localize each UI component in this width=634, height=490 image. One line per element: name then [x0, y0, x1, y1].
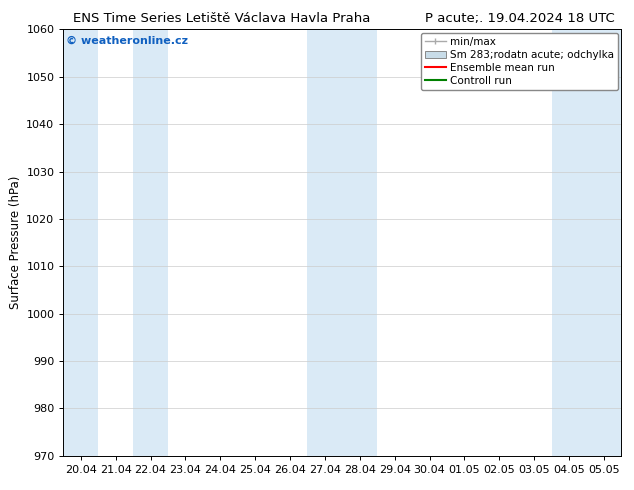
- Legend: min/max, Sm 283;rodatn acute; odchylka, Ensemble mean run, Controll run: min/max, Sm 283;rodatn acute; odchylka, …: [421, 32, 618, 90]
- Bar: [552, 29, 586, 456]
- Bar: [133, 29, 168, 456]
- Bar: [586, 29, 621, 456]
- Bar: [63, 29, 98, 456]
- Text: P acute;. 19.04.2024 18 UTC: P acute;. 19.04.2024 18 UTC: [425, 12, 615, 25]
- Y-axis label: Surface Pressure (hPa): Surface Pressure (hPa): [9, 176, 22, 309]
- Text: © weatheronline.cz: © weatheronline.cz: [66, 36, 188, 46]
- Text: ENS Time Series Letiště Václava Havla Praha: ENS Time Series Letiště Václava Havla Pr…: [73, 12, 371, 25]
- Bar: [342, 29, 377, 456]
- Bar: [307, 29, 342, 456]
